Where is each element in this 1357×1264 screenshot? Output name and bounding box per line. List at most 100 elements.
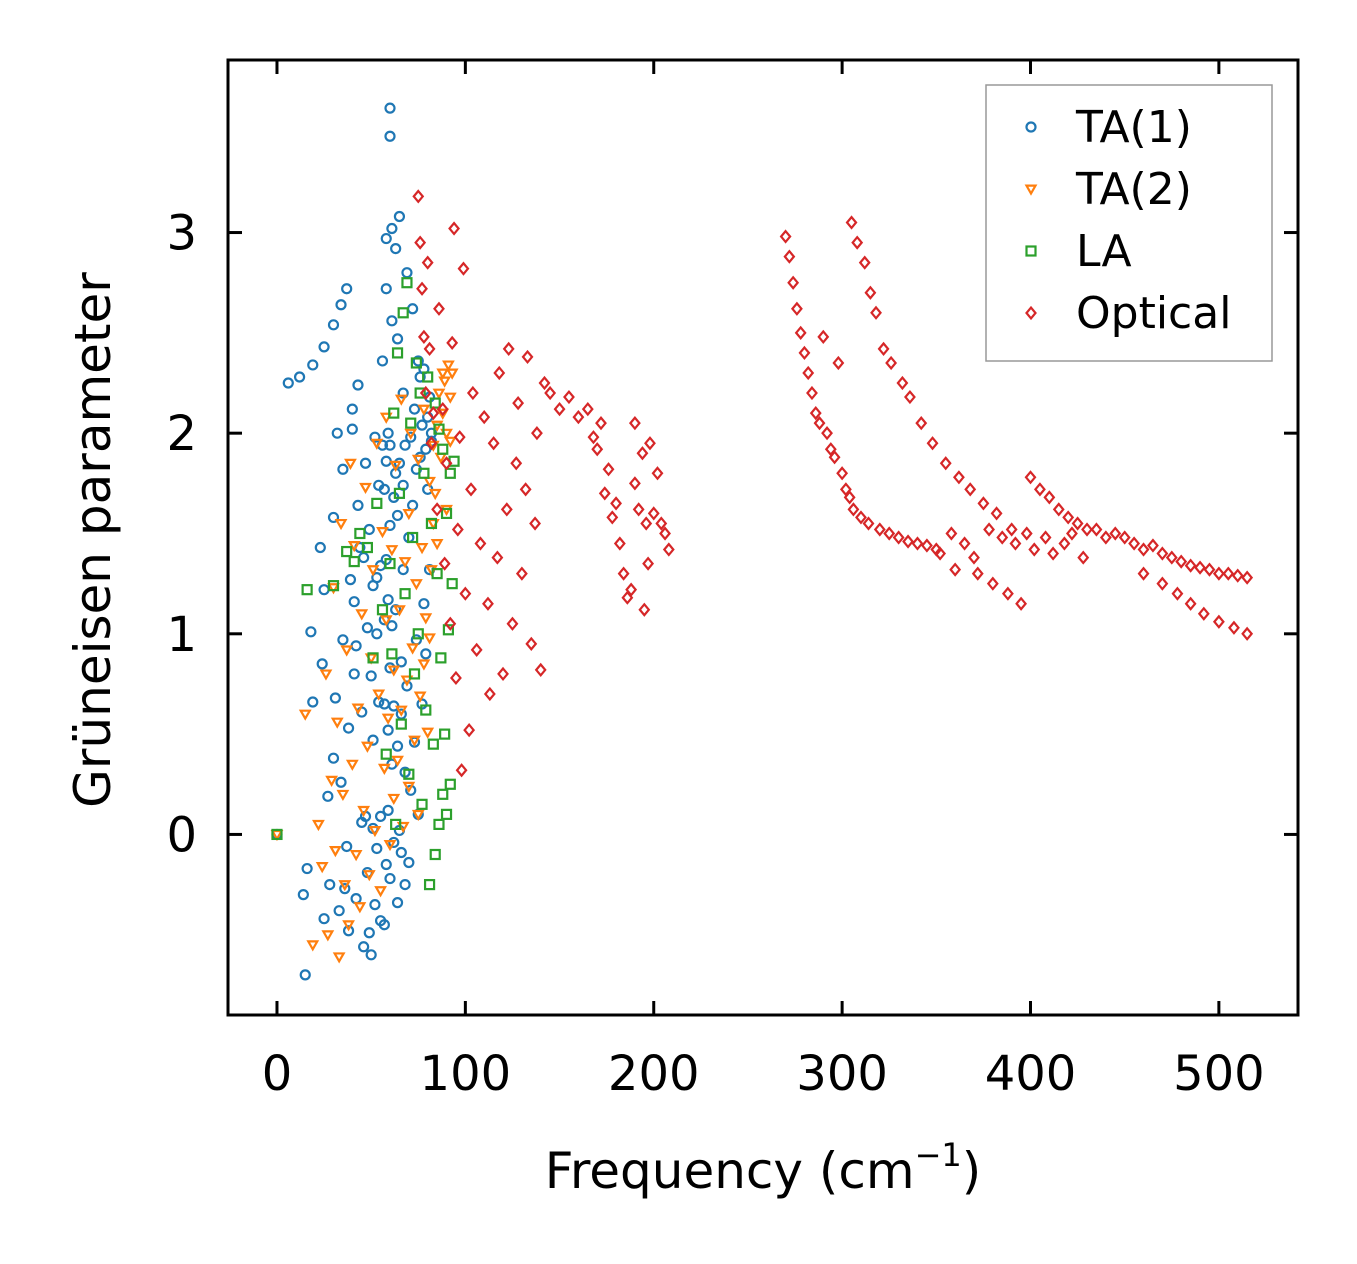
point-3-100 [862,516,875,531]
point-1-77 [438,376,452,388]
point-3-133 [1015,596,1028,611]
point-3-128 [990,506,1003,521]
point-3-144 [1066,526,1078,541]
point-3-158 [1184,558,1197,573]
point-0-81 [384,519,396,532]
point-3-95 [845,215,858,230]
point-2-41 [437,788,449,800]
point-0-1 [282,377,294,389]
legend-entry: Optical [1025,288,1231,339]
point-0-45 [359,457,372,469]
point-0-59 [371,842,383,855]
point-0-58 [371,628,383,640]
point-1-23 [355,609,369,621]
point-3-147 [1081,522,1093,537]
point-3-164 [1241,570,1254,585]
point-3-165 [1137,566,1150,581]
point-2-45 [440,808,453,820]
point-0-9 [297,889,309,901]
point-3-4 [419,385,432,401]
point-0-73 [380,283,392,295]
point-3-79 [787,275,800,290]
point-3-17 [450,670,462,686]
point-1-8 [327,583,340,595]
point-3-51 [572,410,585,425]
point-3-114 [926,436,939,451]
point-3-64 [628,476,641,491]
point-0-88 [386,620,398,632]
point-3-70 [642,556,655,571]
legend-entry: LA [1025,226,1132,277]
point-3-156 [1165,550,1178,565]
point-0-103 [393,457,406,469]
point-1-52 [402,781,416,793]
point-1-45 [393,605,406,617]
point-3-42 [521,349,534,365]
point-1-36 [379,615,393,627]
point-3-76 [662,542,675,557]
point-0-84 [384,662,396,674]
point-2-39 [433,423,445,435]
point-2-25 [410,357,422,369]
point-3-82 [798,345,811,361]
point-1-43 [389,460,403,472]
point-3-9 [431,502,444,517]
point-3-73 [651,466,664,481]
point-2-1 [301,584,313,596]
point-3-143 [1062,510,1075,525]
point-2-43 [439,728,451,740]
y-tick-label: 1 [166,607,197,663]
point-2-31 [422,371,434,383]
point-0-39 [352,499,364,511]
point-0-34 [348,668,360,680]
point-3-110 [904,389,916,405]
point-3-34 [497,666,509,682]
point-3-125 [977,496,990,511]
point-0-33 [346,423,358,435]
point-0-38 [352,379,364,391]
point-0-50 [363,523,375,536]
point-3-127 [986,576,999,591]
point-0-113 [401,267,413,279]
point-1-26 [361,741,374,753]
point-3-121 [958,536,971,551]
point-2-2 [327,580,340,592]
x-tick-label: 0 [262,1046,293,1102]
legend-marker [1024,184,1038,196]
point-3-130 [1001,586,1014,601]
point-3-170 [1212,614,1225,629]
point-3-162 [1222,566,1235,581]
point-3-101 [864,285,877,300]
point-0-118 [405,431,417,443]
point-1-54 [406,643,420,655]
point-1-58 [411,809,425,822]
point-3-31 [487,436,500,451]
point-0-22 [331,427,343,439]
point-3-80 [790,301,803,316]
point-3-102 [870,305,882,320]
point-3-140 [1047,546,1060,561]
point-2-42 [437,443,449,455]
point-2-40 [435,652,447,664]
point-0-17 [322,790,334,802]
data-marks [270,102,1254,981]
point-0-72 [380,232,392,245]
point-2-20 [401,277,413,289]
point-3-32 [491,550,504,565]
point-1-34 [376,527,389,539]
point-2-17 [395,718,407,730]
point-3-107 [892,530,905,545]
point-3-96 [847,502,860,517]
point-3-7 [425,436,438,451]
point-0-125 [412,355,424,367]
point-2-44 [440,507,453,520]
point-0-76 [380,858,392,871]
point-1-59 [413,691,427,703]
point-3-27 [474,536,487,551]
point-0-119 [407,303,419,315]
point-0-116 [403,856,415,869]
point-2-24 [408,668,421,680]
point-0-51 [365,670,377,682]
point-0-86 [384,102,396,114]
plot-area-frame [226,58,1300,1017]
